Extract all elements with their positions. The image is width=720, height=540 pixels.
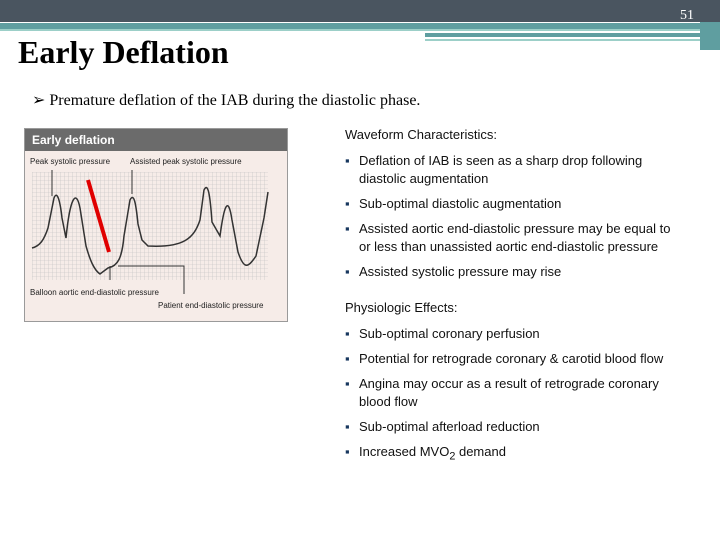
figure-label: Patient end-diastolic pressure [158, 301, 264, 310]
subscript: 2 [449, 450, 456, 463]
list-item: Sub-optimal diastolic augmentation [345, 195, 675, 213]
intro-bullet: ➢ Premature deflation of the IAB during … [32, 92, 421, 109]
figure-label: Balloon aortic end-diastolic pressure [30, 288, 160, 297]
list-item: Increased MVO2 demand [345, 443, 675, 466]
list: Deflation of IAB is seen as a sharp drop… [345, 152, 675, 281]
bullet-text: Premature deflation of the IAB during th… [49, 92, 421, 109]
text: demand [455, 444, 506, 459]
section-heading: Waveform Characteristics: [345, 127, 497, 142]
figure-heading: Early deflation [32, 133, 115, 147]
slide-title: Early Deflation [18, 34, 229, 70]
list-item: Deflation of IAB is seen as a sharp drop… [345, 152, 675, 188]
text-panel: Waveform Characteristics: Deflation of I… [345, 126, 675, 484]
slide-number: 51 [680, 8, 694, 23]
list: Sub-optimal coronary perfusion Potential… [345, 325, 675, 466]
list-item: Angina may occur as a result of retrogra… [345, 375, 675, 411]
list-item: Assisted aortic end-diastolic pressure m… [345, 220, 675, 256]
list-item: Sub-optimal afterload reduction [345, 418, 675, 436]
list-item: Assisted systolic pressure may rise [345, 263, 675, 281]
section-heading: Physiologic Effects: [345, 300, 458, 315]
list-item: Potential for retrograde coronary & caro… [345, 350, 675, 368]
waveform-figure: Early deflation Peak systolic pressure A… [24, 128, 288, 322]
header-decoration [0, 0, 720, 50]
figure-label: Peak systolic pressure [30, 157, 111, 166]
text: Increased MVO [359, 444, 450, 459]
figure-label: Assisted peak systolic pressure [130, 157, 242, 166]
list-item: Sub-optimal coronary perfusion [345, 325, 675, 343]
